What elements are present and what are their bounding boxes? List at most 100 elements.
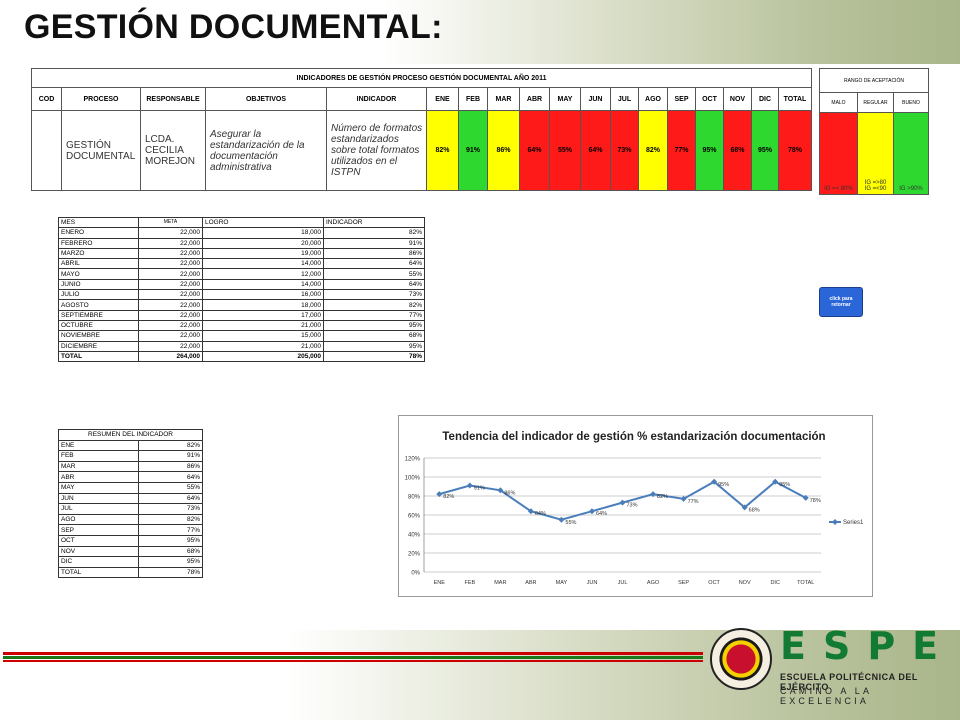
table-cell: JULIO: [58, 289, 139, 301]
table-cell: 64%: [323, 278, 425, 291]
header-cell: NOV: [723, 87, 752, 111]
month-value-cell: 82%: [638, 110, 668, 191]
data-point: [680, 495, 687, 502]
table-cell: 22,000: [138, 299, 203, 311]
data-point: [558, 516, 565, 523]
month-value-cell: 82%: [426, 110, 459, 191]
x-tick-label: ENE: [434, 580, 446, 586]
month-value-cell: 64%: [519, 110, 550, 191]
table-cell: AGO: [58, 513, 139, 526]
data-label: 77%: [688, 499, 699, 505]
table-cell: 22,000: [138, 258, 203, 270]
table-cell: 55%: [323, 268, 425, 280]
x-tick-label: SEP: [678, 580, 689, 586]
espe-seal-icon: [710, 628, 772, 690]
table-cell: JUNIO: [58, 278, 139, 291]
table-row: JUNIO 22,000 14,000 64%: [58, 278, 425, 291]
table-cell: NOVIEMBRE: [58, 330, 139, 342]
header-cell: MES: [58, 216, 139, 229]
data-point: [802, 494, 809, 501]
table-cell: 22,000: [138, 237, 203, 249]
table-cell: OCTUBRE: [58, 319, 139, 332]
rango-regular: IG =>80 IG =<90: [857, 112, 894, 195]
table-cell: 82%: [323, 227, 425, 239]
x-tick-label: DIC: [770, 580, 780, 586]
data-point: [497, 487, 504, 494]
table-row: MAYO 22,000 12,000 55%: [58, 268, 425, 280]
rango-regular-line1: IG =>80: [864, 180, 887, 186]
table-cell: 86%: [323, 247, 425, 260]
table-cell: MARZO: [58, 247, 139, 260]
data-point: [711, 478, 718, 485]
rango-title: RANGO DE ACEPTACIÓN: [819, 68, 929, 93]
rango-header-bueno: BUENO: [893, 92, 929, 113]
table-cell: 78%: [138, 566, 203, 579]
data-label: 82%: [657, 494, 668, 500]
data-point: [588, 508, 595, 515]
rango-header-malo: MALO: [819, 92, 858, 113]
x-tick-label: NOV: [739, 580, 751, 586]
data-label: 82%: [443, 494, 454, 500]
header-cell: DIC: [751, 87, 779, 111]
espe-wordmark: ESPE: [780, 624, 956, 668]
resumen-table: RESUMEN DEL INDICADOR ENE 82% FEB 91% MAR 86%…: [58, 429, 203, 579]
table-cell: FEBRERO: [58, 237, 139, 249]
divider-red: [3, 660, 703, 662]
table-cell: 82%: [323, 299, 425, 311]
table-cell: 21,000: [202, 319, 324, 332]
data-point: [741, 504, 748, 511]
header-cell: SEP: [667, 87, 696, 111]
rango-table: RANGO DE ACEPTACIÓN MALO REGULAR BUENO I…: [819, 68, 929, 195]
monthly-header-row: MES META LOGRO INDICADOR: [58, 216, 425, 229]
rango-regular-line2: IG =<90: [864, 186, 887, 192]
proceso-cell: GESTIÓN DOCUMENTAL: [61, 110, 141, 191]
rango-malo: IG =< 80%: [819, 112, 858, 195]
table-row: TOTAL 78%: [58, 566, 203, 579]
data-label: 73%: [627, 503, 638, 509]
resumen-header-row: RESUMEN DEL INDICADOR: [58, 429, 203, 441]
table-row: JULIO 22,000 16,000 73%: [58, 289, 425, 301]
table-cell: 19,000: [202, 247, 324, 260]
data-label: 55%: [565, 520, 576, 526]
table-cell: 22,000: [138, 227, 203, 239]
data-point: [650, 491, 657, 498]
table-cell: 91%: [138, 450, 203, 462]
x-tick-label: MAR: [494, 580, 506, 586]
month-value-cell: 55%: [549, 110, 581, 191]
month-value-cell: 77%: [667, 110, 696, 191]
indicador-cell: Número de formatos estandarizados sobre …: [326, 110, 427, 191]
header-cell: ABR: [519, 87, 550, 111]
table-cell: 55%: [138, 481, 203, 494]
table-cell: 22,000: [138, 268, 203, 280]
table-cell: 77%: [323, 309, 425, 321]
month-value-cell: 91%: [458, 110, 488, 191]
data-label: 64%: [535, 511, 546, 517]
data-label: 86%: [504, 490, 515, 496]
header-cell: OCT: [695, 87, 724, 111]
legend-label: Series1: [843, 520, 864, 526]
data-label: 91%: [474, 486, 485, 492]
header-cell: MAY: [549, 87, 581, 111]
y-tick-label: 80%: [408, 495, 421, 501]
divider-red: [3, 652, 703, 655]
indicator-header-row: COD PROCESO RESPONSABLE OBJETIVOS INDICA…: [31, 87, 812, 111]
return-button[interactable]: click para retornar: [819, 287, 863, 317]
table-cell: 22,000: [138, 278, 203, 291]
x-tick-label: FEB: [464, 580, 475, 586]
table-cell: ABR: [58, 471, 139, 483]
table-row: ENE 82%: [58, 439, 203, 452]
table-cell: 82%: [138, 439, 203, 452]
table-cell: 68%: [138, 545, 203, 558]
table-cell: 95%: [138, 556, 203, 568]
table-cell: 22,000: [138, 309, 203, 321]
return-button-label-1: click para: [829, 296, 853, 302]
indicator-table-title: INDICADORES DE GESTIÓN PROCESO GESTIÓN D…: [31, 68, 812, 88]
table-cell: SEP: [58, 524, 139, 536]
table-row: ENERO 22,000 18,000 82%: [58, 227, 425, 239]
header-cell: COD: [31, 87, 62, 111]
table-row: MAR 86%: [58, 460, 203, 473]
table-cell: ENERO: [58, 227, 139, 239]
indicator-table: INDICADORES DE GESTIÓN PROCESO GESTIÓN D…: [31, 68, 812, 191]
month-value-cell: 95%: [695, 110, 724, 191]
divider-green: [3, 656, 703, 659]
